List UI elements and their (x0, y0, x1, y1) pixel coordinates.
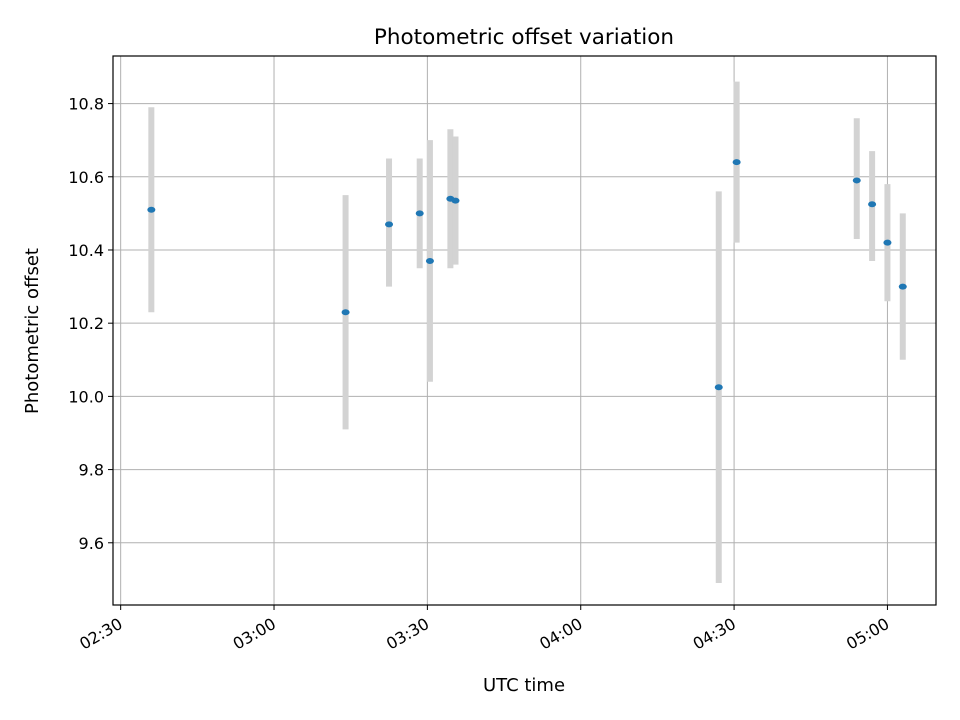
y-tick-label: 10.6 (68, 168, 104, 187)
data-point (852, 177, 861, 184)
data-point (341, 309, 350, 316)
data-point (883, 239, 892, 246)
data-point (415, 210, 424, 217)
chart-title: Photometric offset variation (374, 25, 674, 50)
plot-frame (112, 55, 937, 606)
y-tick-label: 10.2 (68, 314, 104, 333)
data-point (714, 384, 723, 391)
data-points (147, 159, 907, 391)
data-point (425, 257, 434, 264)
y-tick-label: 9.8 (79, 461, 104, 480)
grid (113, 56, 936, 605)
data-point (868, 201, 877, 208)
y-tick-label: 10.0 (68, 387, 104, 406)
x-axis-label: UTC time (483, 675, 565, 696)
data-point (732, 159, 741, 166)
data-point (385, 221, 394, 228)
data-point (898, 283, 907, 290)
data-point (451, 197, 460, 204)
y-tick-label: 10.8 (68, 95, 104, 114)
y-axis: 9.6 9.8 10.0 10.2 10.4 10.6 10.8 (68, 95, 113, 553)
y-tick-label: 9.6 (79, 534, 104, 553)
y-axis-label: Photometric offset (22, 248, 43, 414)
y-tick-label: 10.4 (68, 241, 104, 260)
data-point (147, 206, 156, 213)
